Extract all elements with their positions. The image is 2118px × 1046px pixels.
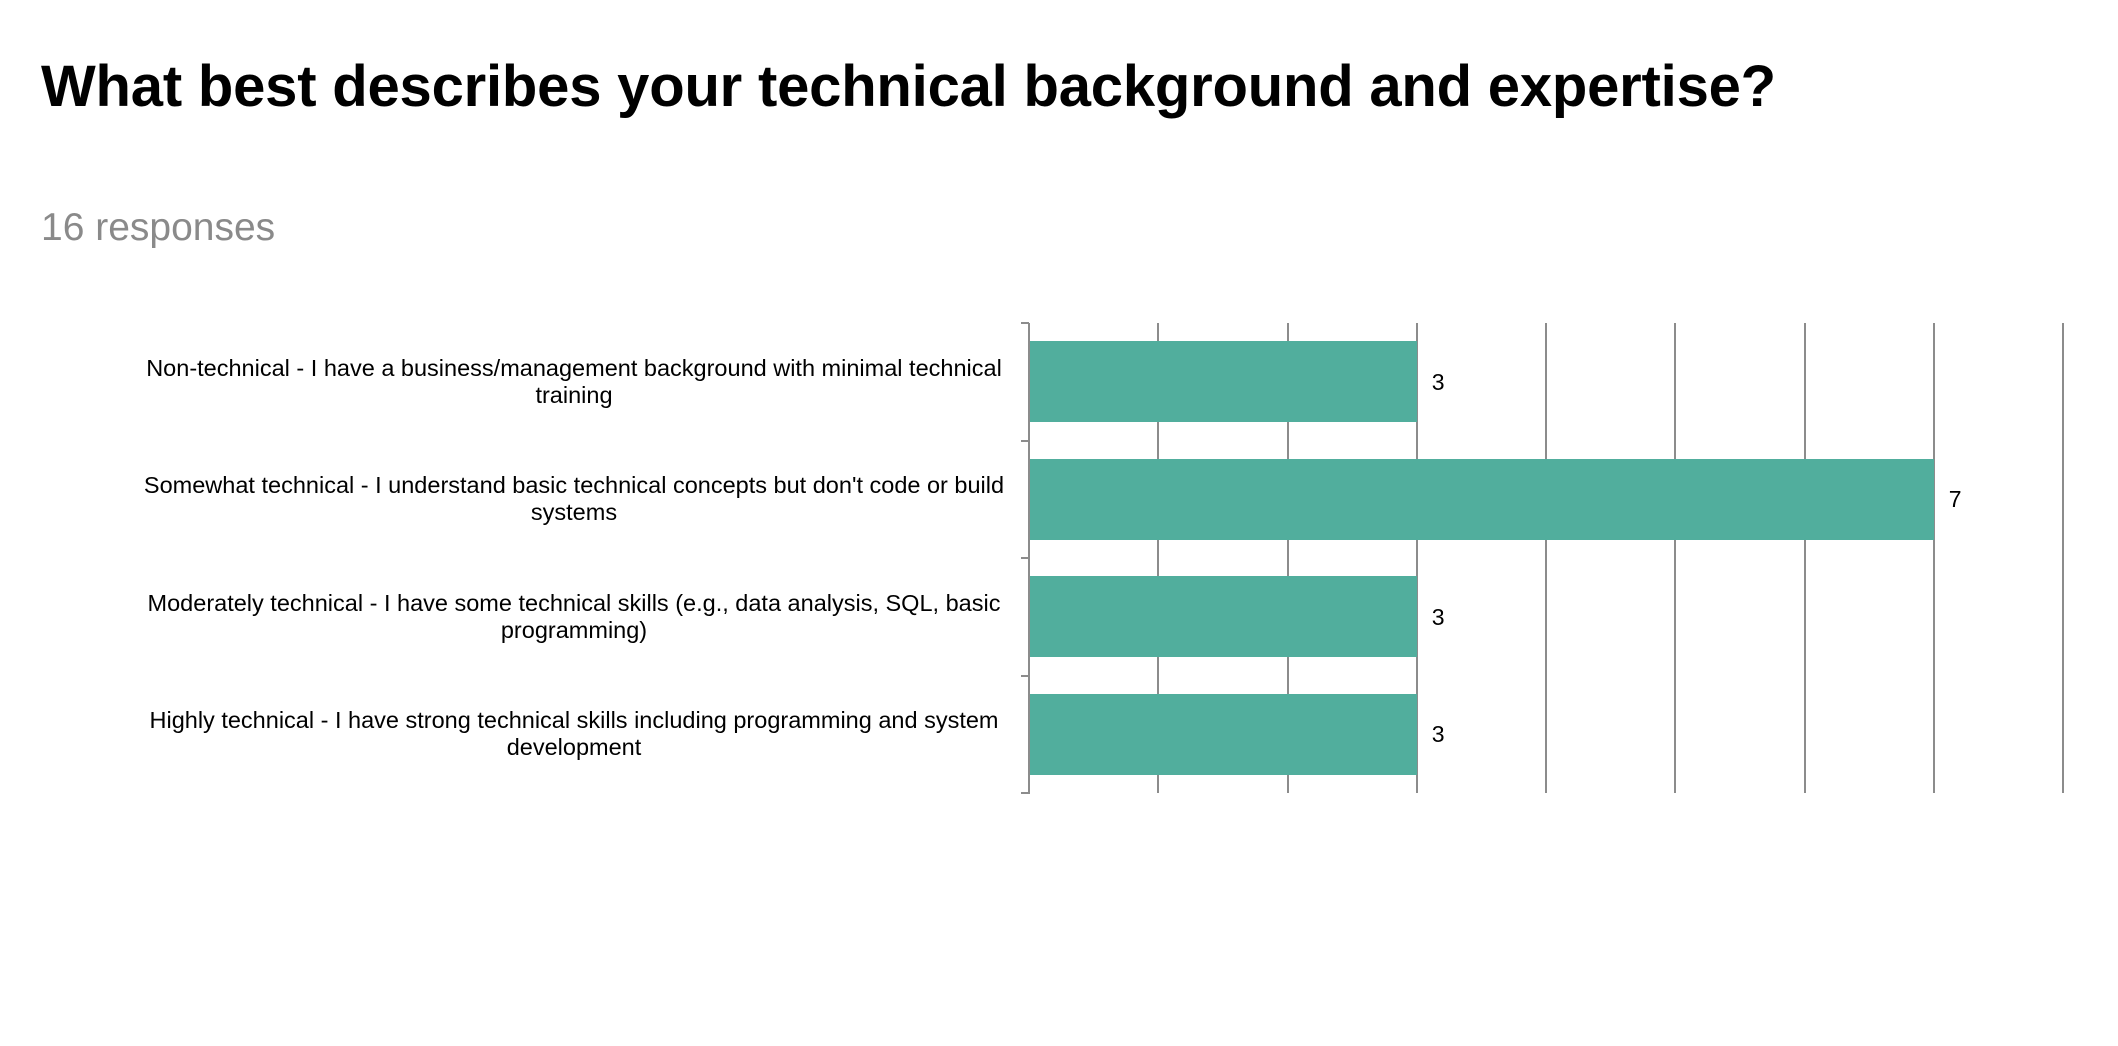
gridline <box>2062 323 2064 793</box>
bar <box>1030 693 1417 775</box>
y-axis-tick <box>1021 674 1029 677</box>
bar-value-label: 3 <box>1431 368 1445 395</box>
category-label: Highly technical - I have strong technic… <box>14 694 1014 774</box>
bar-value-label: 7 <box>1948 486 1962 513</box>
bar-value-label: 3 <box>1431 721 1445 748</box>
category-label: Moderately technical - I have some techn… <box>14 577 1014 657</box>
gridline <box>1415 323 1418 793</box>
gridline <box>1803 323 1806 793</box>
y-axis-tick <box>1021 792 1029 794</box>
category-label: Somewhat technical - I understand basic … <box>14 459 1014 539</box>
response-count: 16 responses <box>41 206 276 249</box>
y-axis-tick <box>1021 557 1029 559</box>
y-axis-line <box>1028 323 1030 794</box>
category-label-text: Somewhat technical - I understand basic … <box>143 472 1005 526</box>
gridline <box>1545 323 1547 793</box>
bar <box>1030 458 1934 540</box>
gridline <box>1932 323 1935 793</box>
bar <box>1030 341 1417 423</box>
y-axis-tick <box>1021 322 1029 324</box>
category-label-text: Highly technical - I have strong technic… <box>149 707 999 761</box>
category-label-text: Moderately technical - I have some techn… <box>147 589 1001 643</box>
gridline <box>1674 323 1677 793</box>
bar-value-label: 3 <box>1431 603 1445 630</box>
category-label-text: Non-technical - I have a business/manage… <box>146 354 1002 408</box>
category-label: Non-technical - I have a business/manage… <box>14 342 1014 422</box>
gridline <box>1286 323 1289 793</box>
gridline <box>1157 323 1160 793</box>
page-title: What best describes your technical backg… <box>41 54 1776 119</box>
bar <box>1030 576 1417 658</box>
y-axis-tick <box>1021 439 1029 442</box>
